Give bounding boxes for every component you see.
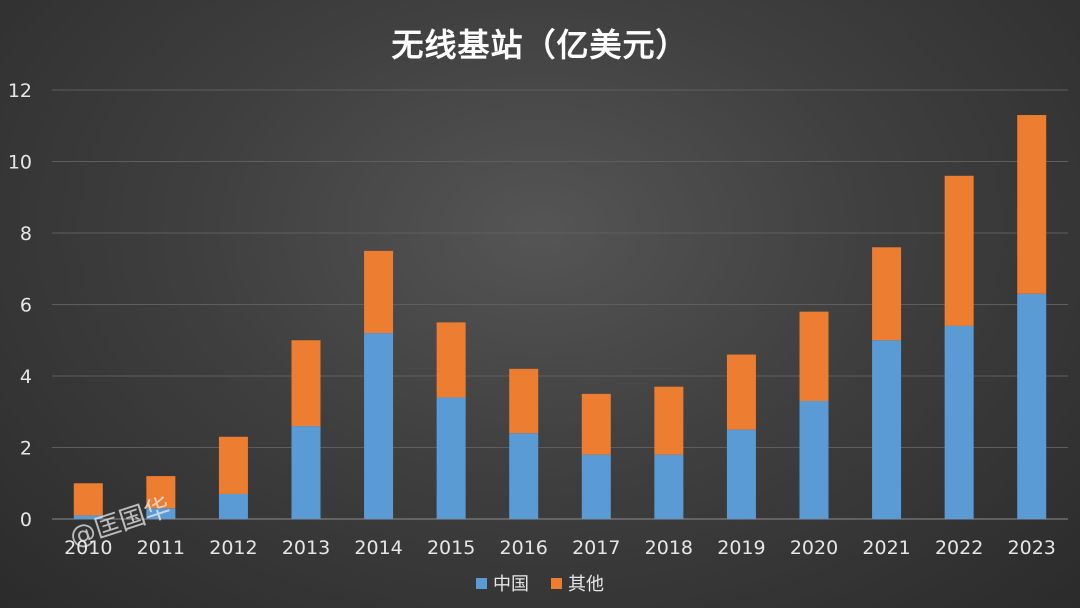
bar-china-2012	[218, 493, 248, 519]
bar-other-2023	[1017, 115, 1047, 294]
bar-china-2021	[872, 340, 902, 519]
bar-other-2019	[726, 354, 756, 430]
y-tick-label: 2	[20, 438, 32, 460]
legend-label-other: 其他	[568, 574, 604, 595]
bar-other-2020	[799, 311, 829, 402]
bar-china-2020	[799, 401, 829, 519]
bar-other-2013	[291, 340, 321, 427]
x-tick-label: 2014	[354, 537, 402, 559]
bar-other-2015	[436, 322, 466, 398]
bar-other-2022	[944, 175, 974, 326]
bar-china-2018	[654, 454, 684, 519]
y-tick-label: 6	[20, 295, 32, 317]
bar-china-2022	[944, 325, 974, 519]
x-tick-label: 2023	[1008, 537, 1056, 559]
bar-other-2018	[654, 386, 684, 455]
x-tick-label: 2013	[282, 537, 330, 559]
x-tick-label: 2020	[790, 537, 838, 559]
x-tick-label: 2010	[64, 537, 112, 559]
bar-china-2014	[364, 333, 394, 519]
chart-legend: 中国 其他	[0, 570, 1080, 596]
x-tick-label: 2022	[935, 537, 983, 559]
bar-other-2016	[509, 368, 539, 434]
legend-label-china: 中国	[493, 574, 529, 595]
legend-item-other: 其他	[551, 570, 604, 596]
y-tick-label: 4	[20, 366, 32, 388]
x-tick-label: 2021	[862, 537, 910, 559]
y-tick-label: 12	[8, 80, 32, 102]
legend-item-china: 中国	[476, 570, 529, 596]
bar-china-2011	[146, 508, 176, 519]
x-tick-label: 2011	[137, 537, 185, 559]
x-tick-label: 2016	[500, 537, 548, 559]
bar-other-2011	[146, 476, 176, 509]
x-tick-label: 2012	[209, 537, 257, 559]
bar-other-2021	[872, 247, 902, 341]
bar-china-2023	[1017, 293, 1047, 519]
bar-other-2014	[364, 250, 394, 334]
x-tick-label: 2017	[572, 537, 620, 559]
bar-china-2015	[436, 397, 466, 519]
x-tick-label: 2018	[645, 537, 693, 559]
bar-china-2013	[291, 426, 321, 519]
bar-other-2012	[218, 436, 248, 494]
bar-other-2010	[73, 483, 103, 516]
y-tick-label: 0	[20, 509, 32, 531]
x-tick-label: 2019	[717, 537, 765, 559]
chart-title: 无线基站（亿美元）	[391, 26, 689, 64]
bar-china-2010	[73, 515, 103, 519]
bar-other-2017	[581, 393, 611, 455]
legend-swatch-other	[551, 577, 562, 589]
y-tick-label: 10	[8, 152, 32, 174]
y-tick-label: 8	[20, 223, 32, 245]
bar-china-2019	[726, 429, 756, 519]
legend-swatch-china	[476, 577, 487, 589]
bar-china-2017	[581, 454, 611, 519]
x-tick-label: 2015	[427, 537, 475, 559]
bar-china-2016	[509, 433, 539, 519]
